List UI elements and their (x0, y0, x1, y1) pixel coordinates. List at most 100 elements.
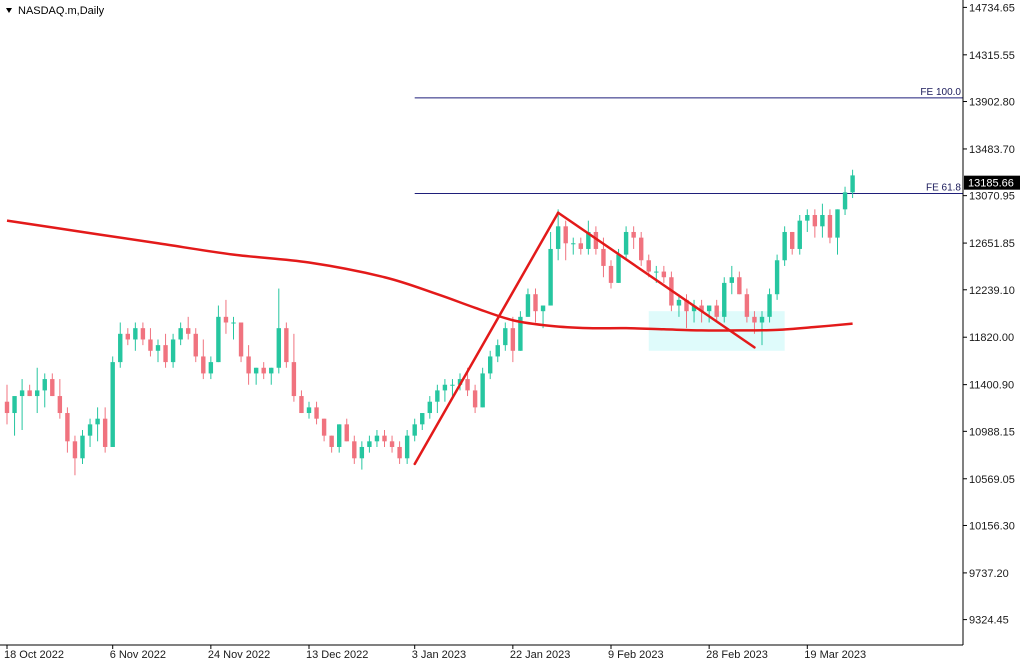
candle (125, 328, 130, 346)
candle (404, 430, 410, 464)
candle (50, 373, 55, 397)
candle-body (623, 231, 629, 255)
candle (586, 220, 591, 255)
candle (472, 384, 478, 414)
candle (140, 322, 146, 346)
candle (223, 299, 229, 334)
candle (321, 418, 327, 442)
current-price-tag: 13185.66 (964, 175, 1020, 190)
candle-body (737, 277, 742, 295)
candle (12, 396, 17, 436)
candle-body (510, 328, 516, 351)
candle (87, 418, 93, 447)
chart-title[interactable]: NASDAQ.m,Daily (6, 5, 105, 17)
candle-body (842, 192, 848, 210)
candle (767, 288, 772, 323)
y-tick-label: 14734.65 (969, 2, 1015, 14)
candle (510, 316, 516, 363)
y-tick-label: 13902.80 (969, 97, 1015, 109)
candle (261, 362, 266, 380)
candle (42, 373, 47, 408)
candle-body (691, 305, 697, 312)
candle (835, 209, 840, 255)
candle-body (397, 446, 402, 459)
candle (525, 288, 531, 317)
x-tick-label: 3 Jan 2023 (412, 649, 466, 661)
candle-body (533, 294, 538, 312)
triangle-down-icon[interactable] (6, 8, 12, 13)
candle (201, 339, 206, 380)
candle-body (12, 396, 17, 414)
candle (35, 367, 40, 414)
candle-body (699, 305, 704, 312)
candle-body (344, 424, 349, 442)
candle-body (178, 328, 183, 340)
x-tick-label: 28 Feb 2023 (706, 649, 768, 661)
candle-body (820, 215, 825, 227)
candle (95, 407, 100, 442)
candle-body (661, 271, 667, 278)
candle (850, 169, 855, 199)
candle-body (767, 294, 772, 317)
fe-label: FE 100.0 (920, 87, 961, 98)
pattern-line (556, 211, 756, 349)
candle-body (805, 215, 810, 221)
candle-body (314, 407, 319, 419)
candle-body (389, 441, 395, 447)
candle (231, 316, 236, 340)
candle (790, 231, 795, 255)
candle-body (608, 265, 614, 283)
candle-body (435, 390, 440, 402)
candle-body (269, 367, 274, 374)
candle-body (72, 441, 78, 459)
candle-body (729, 277, 734, 283)
x-tick-label: 9 Feb 2023 (608, 649, 664, 661)
candle-body (35, 390, 40, 397)
candle (812, 209, 818, 238)
candle-body (246, 356, 251, 374)
candle (148, 328, 153, 357)
candle (246, 345, 251, 385)
moving-average-layer (6, 219, 853, 332)
candle-body (593, 231, 599, 249)
candle (344, 418, 349, 442)
candle-body (186, 328, 191, 334)
candle-body (299, 396, 304, 414)
candle (269, 367, 274, 385)
candle-body (420, 413, 425, 425)
candle-body (4, 401, 10, 414)
candle (639, 231, 644, 266)
candle (608, 260, 614, 289)
candle (216, 305, 221, 363)
candle-body (42, 379, 47, 391)
moving-average-line (6, 219, 853, 332)
candle-body (518, 316, 523, 351)
candle-body (359, 446, 365, 459)
candle-body (631, 231, 636, 238)
candle-body (480, 373, 485, 408)
candle (518, 311, 523, 351)
candle-body (170, 339, 176, 363)
candle (563, 220, 568, 261)
y-tick-label: 11820.00 (969, 332, 1014, 344)
candle-body (95, 418, 100, 425)
candle-body (223, 316, 229, 323)
candle-body (321, 418, 327, 436)
candle-body (148, 339, 153, 351)
candle (722, 277, 727, 323)
candle-body (193, 333, 198, 357)
candle (706, 305, 712, 323)
candle (623, 226, 629, 261)
candle-body (102, 418, 108, 447)
candle (495, 339, 500, 363)
candle (450, 379, 455, 397)
candle (170, 333, 176, 368)
candle (480, 367, 485, 408)
current-price-label: 13185.66 (968, 178, 1014, 190)
candle (163, 333, 168, 368)
candle (457, 373, 463, 391)
candle (548, 231, 553, 306)
candle-body (352, 441, 357, 459)
candle-body (133, 328, 138, 340)
